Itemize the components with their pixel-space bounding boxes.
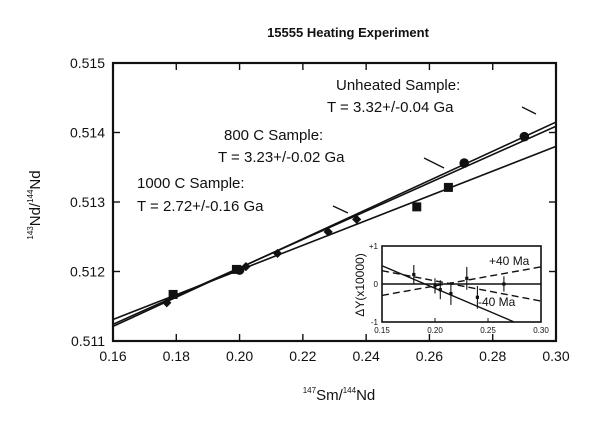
- annotation-unheated-line1: Unheated Sample:: [336, 77, 460, 94]
- leader-800c: [423, 157, 445, 169]
- svg-text:143Nd/144Nd: 143Nd/144Nd: [26, 170, 44, 239]
- fit-line-1000c: [112, 145, 557, 321]
- inset-point: [433, 284, 437, 288]
- fit-lines: [112, 121, 557, 328]
- x-tick-label: 0.20: [226, 348, 253, 364]
- y-axis-label: 143Nd/144Nd: [26, 170, 44, 239]
- data-points: [162, 131, 530, 308]
- annotation-1000c: 1000 C Sample: T = 2.72+/-0.16 Ga: [137, 175, 264, 215]
- x-tick-label: 0.18: [163, 348, 190, 364]
- inset-x-tick-label: 0.30: [533, 326, 549, 335]
- svg-text:147Sm/144Nd: 147Sm/144Nd: [303, 386, 376, 404]
- x-tick-label: 0.16: [99, 348, 126, 364]
- chart-title: 15555 Heating Experiment: [267, 25, 430, 40]
- annotation-unheated: Unheated Sample: T = 3.32+/-0.04 Ga: [327, 77, 460, 116]
- annotation-800c-line1: 800 C Sample:: [224, 127, 323, 144]
- point-800c: [323, 227, 333, 237]
- point-800c: [352, 214, 362, 224]
- x-axis-label: 147Sm/144Nd: [303, 386, 376, 404]
- y-tick-label: 0.514: [70, 125, 105, 141]
- point-800c: [241, 262, 251, 272]
- y-tick-label: 0.511: [71, 333, 105, 349]
- point-1000c: [412, 202, 422, 212]
- x-label-base1: Sm/: [316, 387, 344, 404]
- inset-y-tick-label: 0: [374, 280, 379, 289]
- y-tick-label: 0.513: [70, 194, 105, 210]
- point-unheated: [459, 158, 470, 168]
- inset-dashed-line-1: [381, 270, 542, 302]
- annotation-800c: 800 C Sample: T = 3.23+/-0.02 Ga: [218, 127, 345, 166]
- x-label-sup2: 144: [343, 386, 357, 395]
- inset-x-tick-label: 0.15: [374, 326, 390, 335]
- point-800c: [272, 248, 283, 259]
- x-tick-label: 0.22: [289, 348, 316, 364]
- inset-plot: 0.15 0.20 0.25 0.30+10-1 ΔY(x10000) +40 Ma …: [353, 242, 549, 335]
- inset-x-tick-label: 0.20: [427, 326, 443, 335]
- x-tick-label: 0.26: [416, 348, 443, 364]
- inset-point: [438, 288, 442, 292]
- inset-point: [465, 276, 469, 280]
- x-label-sup1: 147: [303, 386, 317, 395]
- inset-label-plus40: +40 Ma: [489, 254, 530, 268]
- leader-1000c: [332, 205, 349, 214]
- point-unheated: [519, 131, 530, 142]
- inset-point: [475, 295, 479, 299]
- point-800c: [162, 298, 172, 308]
- point-1000c: [231, 264, 241, 274]
- leader-unheated: [521, 106, 537, 115]
- inset-point: [449, 291, 453, 296]
- inset-fit-line: [381, 265, 515, 323]
- x-tick-label: 0.30: [542, 348, 569, 364]
- annotation-1000c-line2: T = 2.72+/-0.16 Ga: [137, 198, 264, 215]
- inset-y-tick-label: -1: [371, 318, 379, 327]
- inset-point: [412, 272, 416, 277]
- y-label-sup2: 144: [26, 189, 35, 203]
- y-tick-label: 0.512: [70, 264, 105, 280]
- annotation-1000c-line1: 1000 C Sample:: [137, 175, 245, 192]
- inset-axis-ticks: 0.15 0.20 0.25 0.30 +1 0 -1: [369, 242, 549, 335]
- inset-dashed-line-0: [381, 266, 542, 297]
- y-label-base2: Nd: [27, 170, 44, 189]
- inset-point: [502, 282, 506, 286]
- point-1000c: [168, 289, 178, 299]
- fit-line-unheated: [112, 121, 557, 328]
- y-label-base1: Nd/: [27, 202, 44, 226]
- inset-points: [412, 265, 506, 309]
- inset-x-tick-label: 0.25: [480, 326, 496, 335]
- y-tick-label: 0.515: [70, 55, 105, 71]
- x-label-base2: Nd: [356, 387, 375, 404]
- annotation-800c-line2: T = 3.23+/-0.02 Ga: [218, 149, 345, 166]
- inset-ylabel: ΔY(x10000): [353, 253, 367, 316]
- main-axis-ticks: 0.16 0.18 0.20 0.22 0.24 0.26 0.28 0.30 0.511 0.5…: [70, 55, 570, 364]
- x-tick-label: 0.28: [479, 348, 506, 364]
- inset-lines: [381, 265, 542, 323]
- y-label-sup1: 143: [26, 226, 35, 240]
- point-1000c: [443, 182, 453, 192]
- main-plot: 0.16 0.18 0.20 0.22 0.24 0.26 0.28 0.30 0.511 0.5…: [70, 55, 570, 364]
- annotation-leaders: [332, 106, 537, 214]
- inset-label-minus40: -40 Ma: [478, 295, 516, 309]
- inset-y-tick-label: +1: [369, 242, 379, 251]
- annotation-unheated-line2: T = 3.32+/-0.04 Ga: [327, 99, 454, 116]
- x-tick-label: 0.24: [353, 348, 380, 364]
